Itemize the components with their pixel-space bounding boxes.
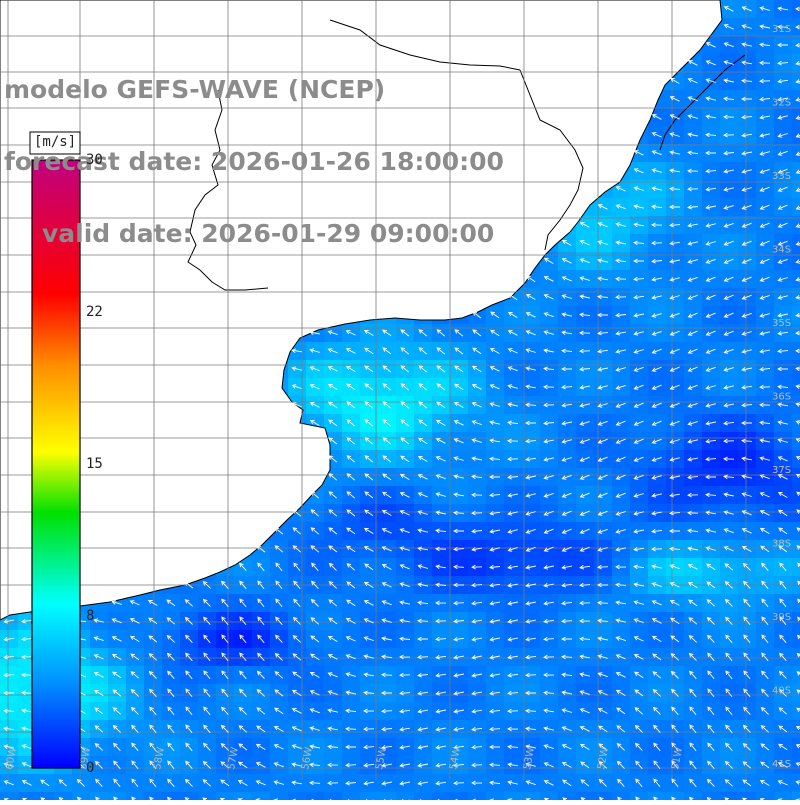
wind-cell bbox=[792, 648, 800, 667]
wind-cell bbox=[450, 792, 469, 800]
wind-cell bbox=[540, 792, 559, 800]
wind-cell bbox=[288, 792, 307, 800]
latitude-label: 32S bbox=[772, 98, 791, 109]
wind-cell bbox=[792, 630, 800, 649]
wind-cell bbox=[792, 756, 800, 775]
wind-cell bbox=[792, 738, 800, 757]
wind-cell bbox=[720, 792, 739, 800]
wind-cell bbox=[792, 198, 800, 217]
model-title: modelo GEFS-WAVE (NCEP) bbox=[4, 78, 564, 102]
wind-cell bbox=[792, 360, 800, 379]
wind-cell bbox=[756, 792, 775, 800]
wind-cell bbox=[576, 792, 595, 800]
wind-cell bbox=[324, 792, 343, 800]
wind-cell bbox=[0, 792, 19, 800]
wind-cell bbox=[18, 792, 37, 800]
latitude-label: 35S bbox=[772, 318, 791, 329]
wind-cell bbox=[792, 108, 800, 127]
wind-cell bbox=[792, 180, 800, 199]
wind-cell bbox=[792, 594, 800, 613]
wind-cell bbox=[792, 558, 800, 577]
wind-cell bbox=[792, 432, 800, 451]
wind-cell bbox=[702, 792, 721, 800]
wind-cell bbox=[792, 234, 800, 253]
latitude-label: 41S bbox=[772, 759, 791, 770]
wind-cell bbox=[252, 792, 271, 800]
wind-cell bbox=[414, 792, 433, 800]
wind-cell bbox=[36, 792, 55, 800]
wind-cell bbox=[342, 792, 361, 800]
wind-cell bbox=[486, 792, 505, 800]
valid-date: valid date: 2026-01-29 09:00:00 bbox=[4, 222, 564, 246]
latitude-label: 36S bbox=[772, 392, 791, 403]
colorbar-tick-0: 0 bbox=[86, 760, 94, 776]
wind-cell bbox=[738, 792, 757, 800]
wind-cell bbox=[792, 378, 800, 397]
latitude-label: 34S bbox=[772, 245, 791, 256]
wind-cell bbox=[558, 792, 577, 800]
wind-cell bbox=[792, 144, 800, 163]
wind-cell bbox=[774, 792, 793, 800]
wind-cell bbox=[54, 792, 73, 800]
latitude-label: 37S bbox=[772, 465, 791, 476]
wind-cell bbox=[180, 792, 199, 800]
latitude-label: 38S bbox=[772, 539, 791, 550]
wind-cell bbox=[468, 792, 487, 800]
colorbar-tick-8: 8 bbox=[86, 608, 94, 624]
wind-cell bbox=[270, 792, 289, 800]
latitude-label: 40S bbox=[772, 686, 791, 697]
wind-cell bbox=[792, 216, 800, 235]
wind-cell bbox=[396, 792, 415, 800]
wind-cell bbox=[432, 792, 451, 800]
wind-cell bbox=[378, 792, 397, 800]
wind-cell bbox=[360, 792, 379, 800]
wind-cell bbox=[792, 612, 800, 631]
wind-cell bbox=[792, 774, 800, 793]
wind-cell bbox=[216, 792, 235, 800]
wind-cell bbox=[198, 792, 217, 800]
wind-cell bbox=[306, 792, 325, 800]
latitude-label: 33S bbox=[772, 171, 791, 182]
latitude-label: 39S bbox=[772, 612, 791, 623]
colorbar-tick-15: 15 bbox=[86, 456, 103, 472]
colorbar-unit-label: [m/s] bbox=[34, 134, 76, 150]
wind-cell bbox=[792, 126, 800, 145]
latitude-label: 31S bbox=[772, 24, 791, 35]
wind-cell bbox=[504, 792, 523, 800]
wind-cell bbox=[792, 414, 800, 433]
wind-cell bbox=[234, 792, 253, 800]
colorbar-tick-22: 22 bbox=[86, 304, 103, 320]
wind-cell bbox=[792, 162, 800, 181]
wind-cell bbox=[522, 792, 541, 800]
wind-cell bbox=[792, 396, 800, 415]
colorbar-tick-30: 30 bbox=[86, 152, 103, 168]
